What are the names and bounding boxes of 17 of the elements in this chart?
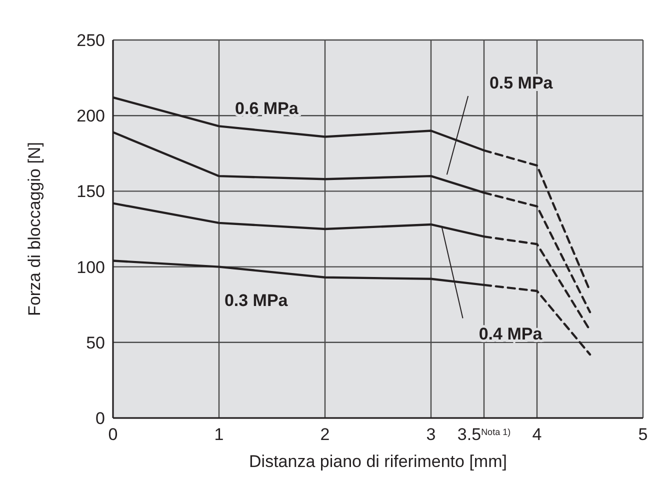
- y-axis-title: Forza di bloccaggio [N]: [25, 142, 44, 316]
- y-tick-label: 250: [76, 31, 105, 50]
- y-tick-label: 150: [76, 182, 105, 202]
- y-tick-label: 50: [86, 333, 105, 352]
- x-tick-label: 1: [214, 425, 224, 444]
- x-tick-label: 3: [426, 425, 436, 444]
- series-label: 0.3 MPa: [224, 291, 288, 310]
- x-axis-title: Distanza piano di riferimento [mm]: [249, 452, 507, 471]
- x-tick-label: 3.5$^{Nota 1)}$: [457, 425, 511, 444]
- x-tick-label: 2: [320, 425, 330, 444]
- x-tick-label: 5: [638, 425, 648, 444]
- y-tick-label: 100: [76, 258, 105, 277]
- x-tick-label: 0: [108, 425, 118, 444]
- series-label: 0.6 MPa: [235, 99, 298, 118]
- y-tick-label: 0: [96, 409, 105, 428]
- x-tick-label: 4: [532, 425, 542, 444]
- y-tick-label: 200: [76, 106, 105, 126]
